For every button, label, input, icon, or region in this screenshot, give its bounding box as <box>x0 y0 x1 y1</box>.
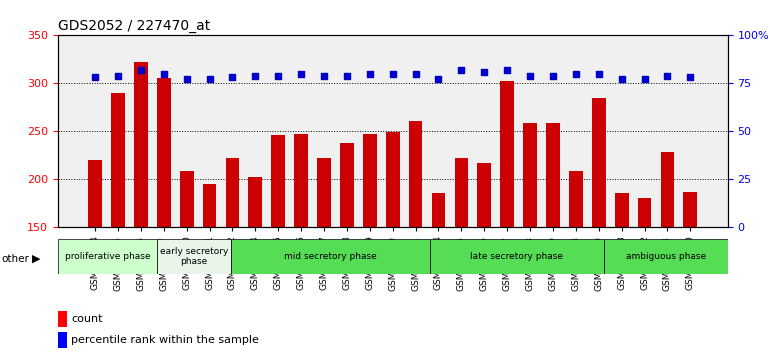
Bar <box>134 62 148 227</box>
Bar <box>569 171 583 227</box>
Bar <box>432 193 445 227</box>
Point <box>432 76 444 82</box>
Bar <box>363 134 377 227</box>
Point <box>249 73 262 78</box>
Bar <box>477 164 491 227</box>
Point <box>524 73 536 78</box>
Bar <box>500 81 514 227</box>
Point <box>570 71 582 76</box>
Point <box>341 73 353 78</box>
Bar <box>661 152 675 227</box>
Text: percentile rank within the sample: percentile rank within the sample <box>72 335 259 345</box>
Point <box>226 75 239 80</box>
Text: ambiguous phase: ambiguous phase <box>625 252 705 261</box>
Bar <box>454 158 468 227</box>
Bar <box>58 311 66 327</box>
Point <box>203 76 216 82</box>
Bar <box>58 332 66 348</box>
Point <box>363 71 376 76</box>
Bar <box>340 143 353 227</box>
Bar <box>409 121 423 227</box>
Point <box>272 73 284 78</box>
Bar <box>226 158 239 227</box>
Bar <box>271 135 285 227</box>
Point <box>295 71 307 76</box>
Bar <box>249 177 263 227</box>
Bar <box>317 158 331 227</box>
Point <box>387 71 399 76</box>
Text: ▶: ▶ <box>32 254 41 264</box>
Point <box>318 73 330 78</box>
Bar <box>89 160 102 227</box>
Point <box>638 76 651 82</box>
Bar <box>684 192 697 227</box>
Text: early secretory
phase: early secretory phase <box>160 247 229 266</box>
Bar <box>111 93 125 227</box>
Bar <box>386 132 400 227</box>
FancyBboxPatch shape <box>232 239 430 274</box>
Text: proliferative phase: proliferative phase <box>65 252 150 261</box>
Point <box>661 73 674 78</box>
FancyBboxPatch shape <box>430 239 604 274</box>
Bar <box>203 183 216 227</box>
Point <box>112 73 124 78</box>
Text: mid secretory phase: mid secretory phase <box>284 252 377 261</box>
Bar <box>546 123 560 227</box>
Point <box>547 73 559 78</box>
Point <box>593 71 605 76</box>
Text: count: count <box>72 314 103 324</box>
FancyBboxPatch shape <box>157 239 232 274</box>
Point <box>410 71 422 76</box>
Point <box>180 76 192 82</box>
Text: late secretory phase: late secretory phase <box>470 252 564 261</box>
Point <box>685 75 697 80</box>
FancyBboxPatch shape <box>604 239 728 274</box>
FancyBboxPatch shape <box>58 239 157 274</box>
Bar <box>523 123 537 227</box>
Point <box>455 67 467 73</box>
Point <box>478 69 490 75</box>
Bar <box>294 134 308 227</box>
Point <box>615 76 628 82</box>
Bar <box>179 171 193 227</box>
Bar <box>157 79 171 227</box>
Bar <box>592 97 606 227</box>
Bar <box>638 198 651 227</box>
Text: other: other <box>2 254 29 264</box>
Point <box>135 67 147 73</box>
Bar <box>614 193 628 227</box>
Point <box>158 71 170 76</box>
Text: GDS2052 / 227470_at: GDS2052 / 227470_at <box>58 19 210 33</box>
Point <box>501 67 514 73</box>
Point <box>89 75 101 80</box>
